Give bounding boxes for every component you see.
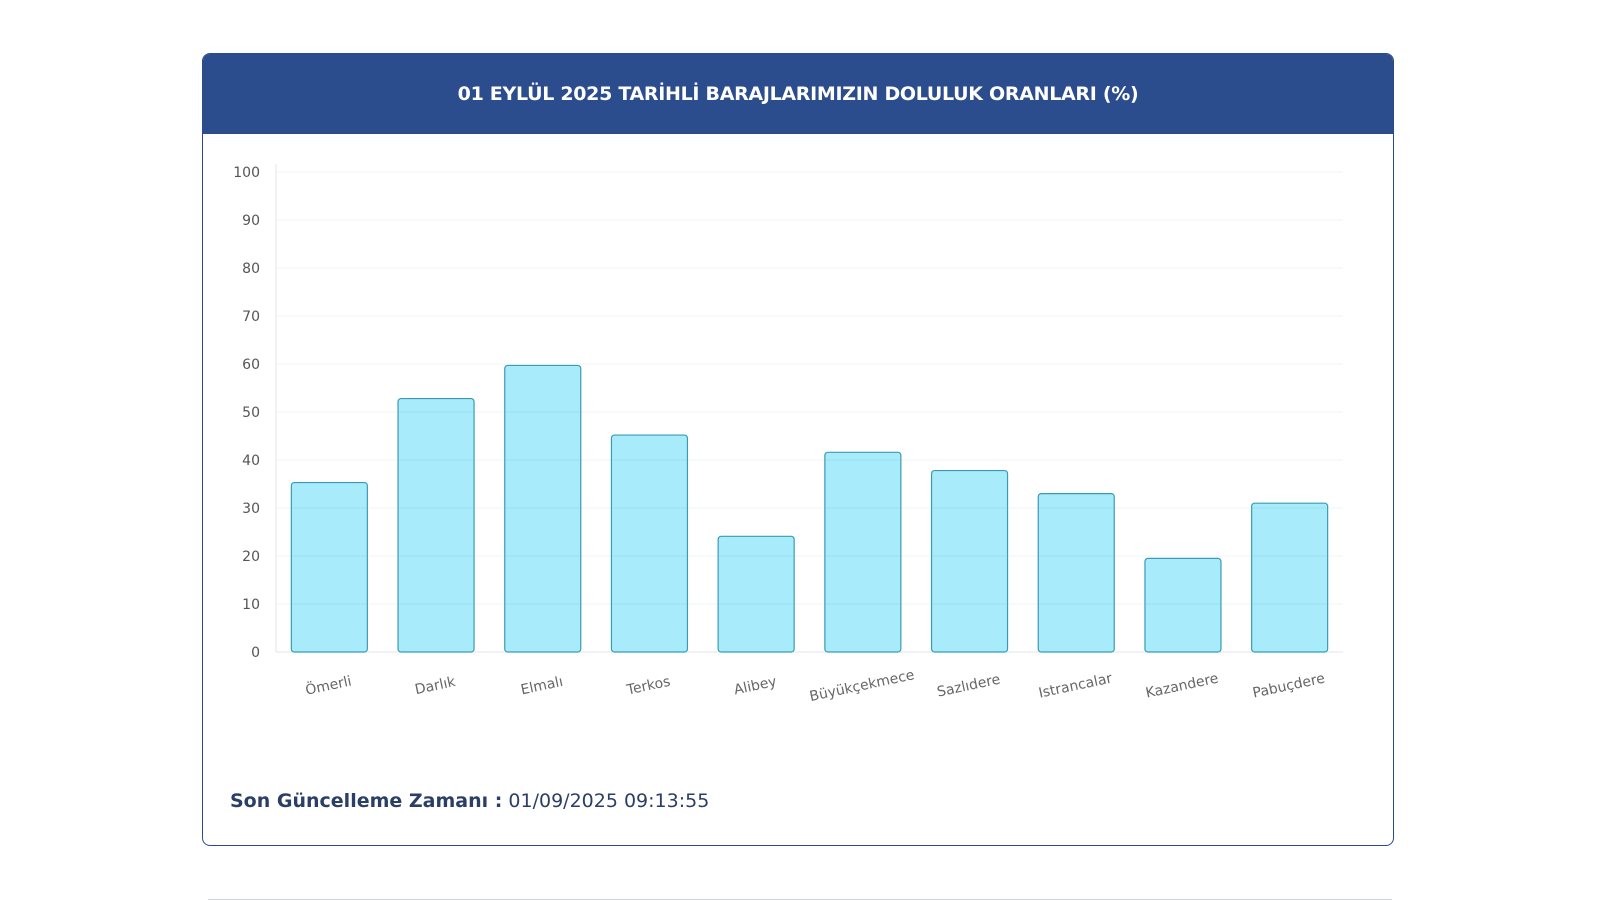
bars (290, 364, 1329, 653)
bar-3 (610, 434, 689, 653)
x-tick-label: Alibey (733, 674, 779, 699)
y-tick-label: 60 (242, 357, 260, 373)
y-tick-label: 50 (242, 405, 260, 421)
y-tick-label: 80 (242, 261, 260, 277)
y-tick-label: 90 (242, 213, 260, 229)
x-tick-label: Kazandere (1144, 671, 1220, 702)
y-tick-label: 70 (242, 309, 260, 325)
bar-1 (397, 397, 475, 653)
y-tick-label: 100 (233, 165, 260, 181)
x-tick-label: Terkos (624, 674, 671, 699)
bar-0 (290, 481, 368, 653)
y-tick-label: 20 (242, 549, 260, 565)
x-tick-label: Darlık (413, 674, 457, 698)
y-tick-label: 0 (251, 645, 260, 661)
bar-6 (930, 469, 1009, 653)
y-tick-label: 40 (242, 453, 260, 469)
last-update: Son Güncelleme Zamanı : 01/09/2025 09:13… (230, 790, 709, 812)
y-tick-label: 30 (242, 501, 260, 517)
bar-7 (1037, 493, 1115, 653)
x-tick-label: Pabuçdere (1251, 671, 1326, 702)
x-axis-labels: Ömerli Darlık Elmalı Terkos Alibey Büyükçekme… (304, 667, 1327, 705)
x-tick-label: Büyükçekmece (808, 667, 916, 705)
bar-chart: 0 10 20 30 40 50 60 70 80 90 100 Ömerli Darlık Elmal… (233, 164, 1343, 705)
x-tick-label: Sazlıdere (936, 672, 1002, 701)
bar-5 (824, 451, 902, 653)
bar-9 (1251, 502, 1329, 653)
chart-card: 01 EYLÜL 2025 TARİHLİ BARAJLARIMIZIN DOL… (202, 53, 1394, 846)
x-tick-label: Elmalı (519, 674, 564, 699)
bar-8 (1144, 557, 1222, 653)
y-tick-label: 10 (242, 597, 260, 613)
card-header: 01 EYLÜL 2025 TARİHLİ BARAJLARIMIZIN DOL… (203, 54, 1393, 134)
x-tick-label: Istrancalar (1037, 670, 1114, 701)
bar-2 (504, 364, 582, 653)
last-update-label: Son Güncelleme Zamanı : (230, 790, 503, 812)
x-tick-label: Ömerli (304, 671, 354, 698)
chart-title: 01 EYLÜL 2025 TARİHLİ BARAJLARIMIZIN DOL… (457, 83, 1139, 105)
last-update-value: 01/09/2025 09:13:55 (508, 790, 710, 812)
bar-4 (717, 535, 795, 653)
